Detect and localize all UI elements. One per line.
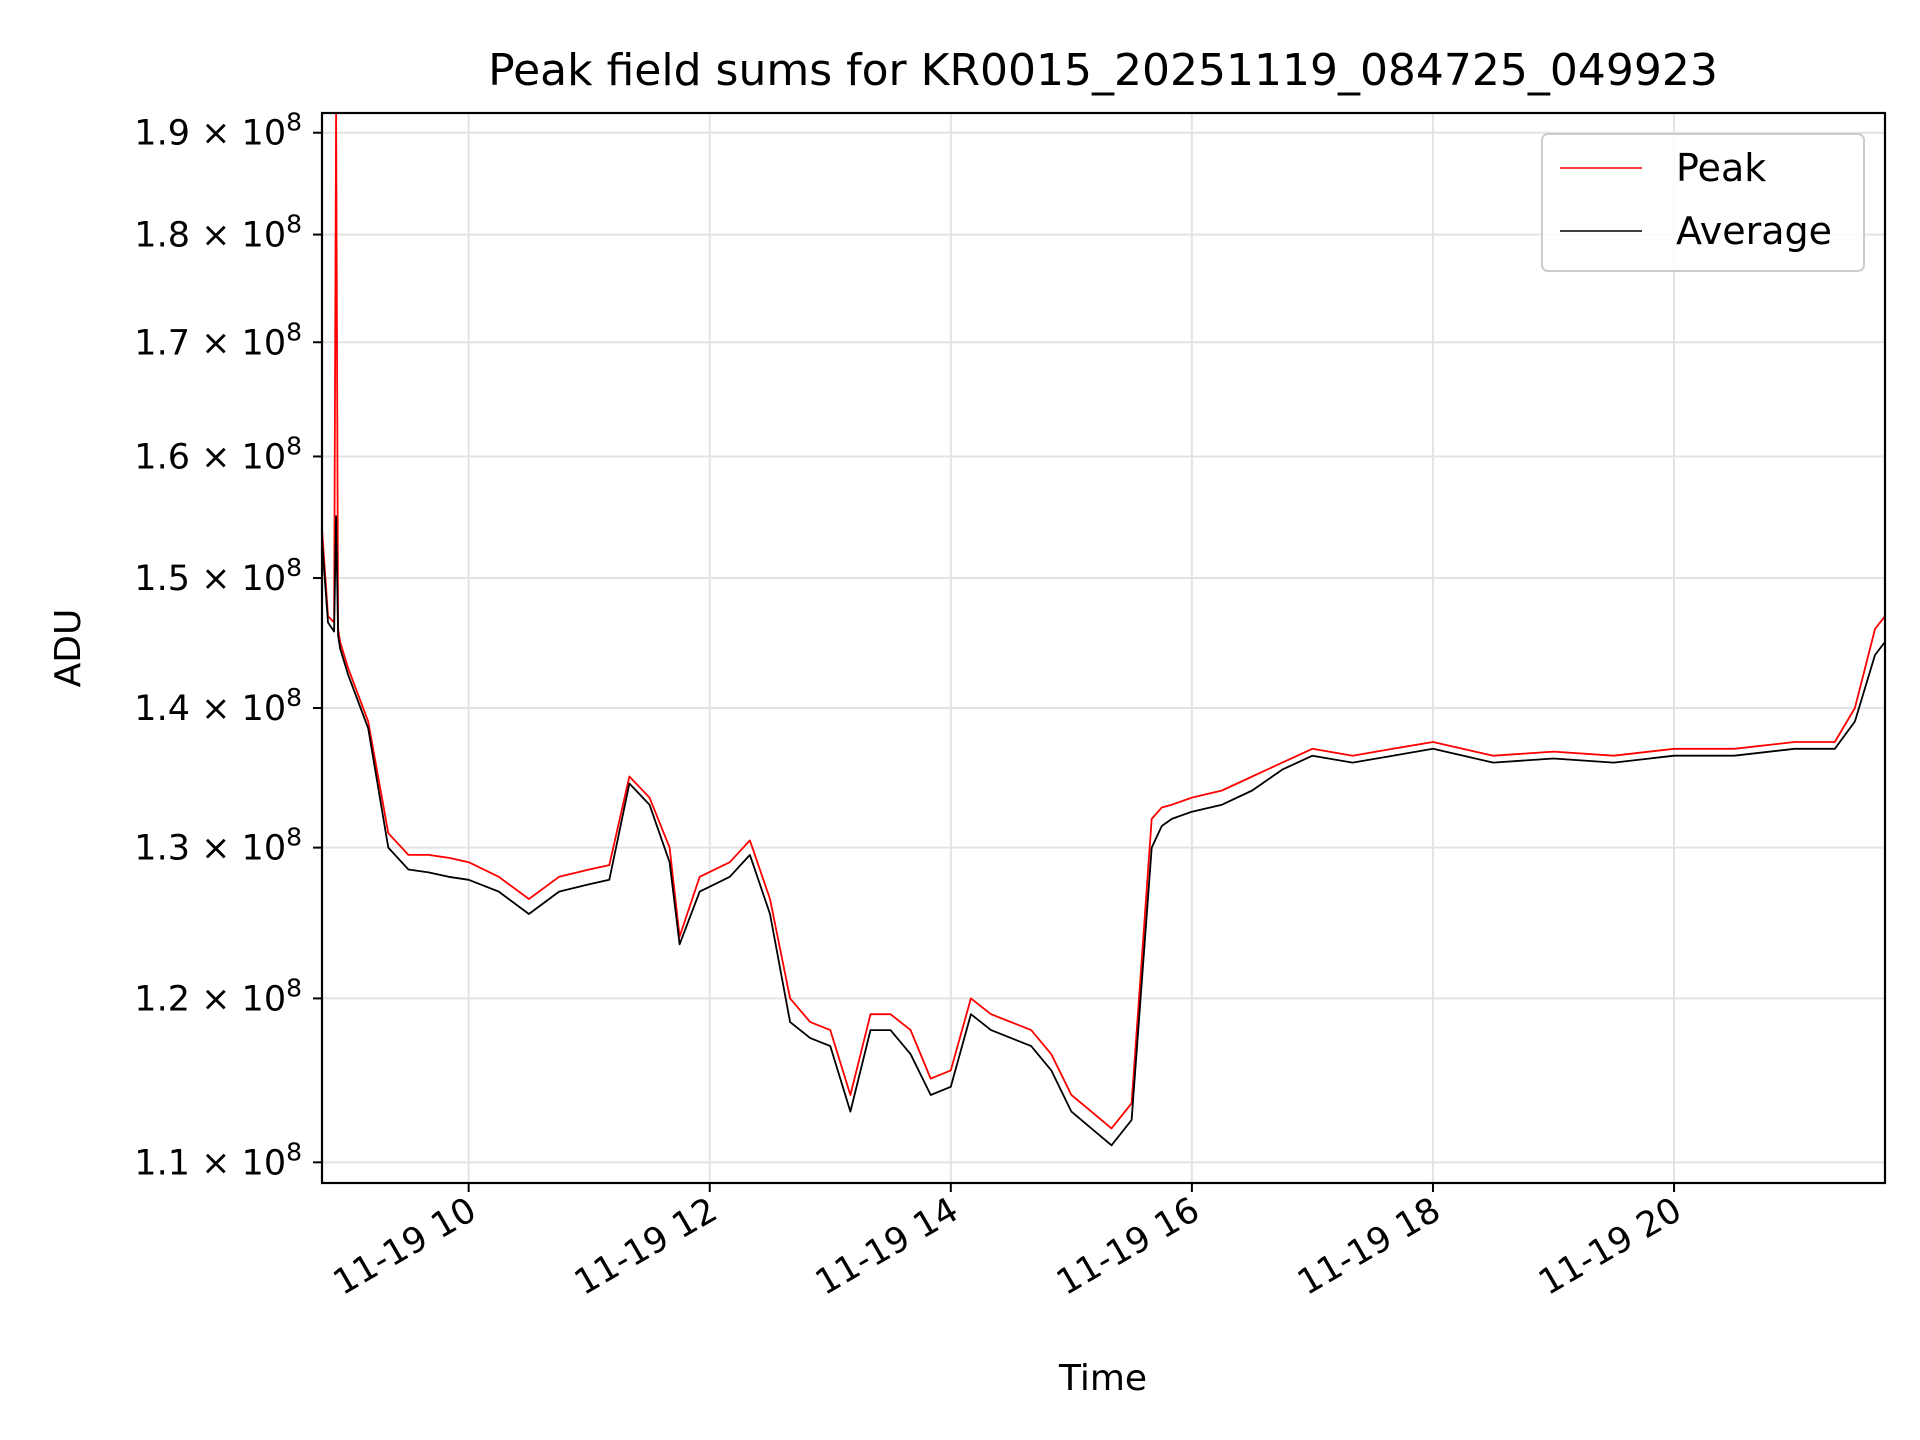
- y-tick-exponent: 8: [286, 108, 302, 137]
- grid: [322, 113, 1885, 1183]
- y-tick-exponent: 8: [286, 553, 302, 582]
- y-tick-times: ×: [190, 323, 242, 363]
- y-tick-times: ×: [190, 114, 242, 154]
- y-tick-base: 10: [242, 979, 287, 1019]
- y-tick-times: ×: [190, 216, 242, 256]
- y-tick-label: 1.4 × 108: [134, 683, 302, 729]
- x-axis-label: Time: [1058, 1358, 1147, 1399]
- y-tick-mantissa: 1.7: [134, 323, 190, 363]
- chart-title: Peak field sums for KR0015_20251119_0847…: [488, 45, 1718, 96]
- y-tick-times: ×: [190, 689, 242, 729]
- series-line-peak: [322, 113, 1885, 1130]
- y-tick-mantissa: 1.1: [134, 1143, 190, 1183]
- y-tick-label: 1.7 × 108: [134, 317, 302, 363]
- y-tick-mantissa: 1.2: [134, 979, 190, 1019]
- y-tick-exponent: 8: [286, 431, 302, 460]
- legend-label-peak: Peak: [1676, 146, 1766, 190]
- y-tick-base: 10: [242, 829, 287, 869]
- y-tick-label: 1.8 × 108: [134, 210, 302, 256]
- y-tick-mantissa: 1.5: [134, 559, 190, 599]
- y-tick-mantissa: 1.4: [134, 689, 190, 729]
- y-tick-times: ×: [190, 979, 242, 1019]
- y-tick-mantissa: 1.9: [134, 114, 190, 154]
- legend: Peak Average: [1541, 133, 1865, 272]
- legend-label-average: Average: [1676, 209, 1832, 253]
- y-tick-exponent: 8: [286, 973, 302, 1002]
- y-tick-mantissa: 1.8: [134, 216, 190, 256]
- y-tick-mantissa: 1.3: [134, 829, 190, 869]
- y-tick-base: 10: [242, 114, 287, 154]
- y-tick-base: 10: [242, 323, 287, 363]
- y-tick-times: ×: [190, 829, 242, 869]
- series-layer: [322, 113, 1885, 1147]
- y-axis-label: ADU: [48, 609, 89, 688]
- y-tick-base: 10: [242, 437, 287, 477]
- y-tick-exponent: 8: [286, 1137, 302, 1166]
- y-tick-mantissa: 1.6: [134, 437, 190, 477]
- y-tick-base: 10: [242, 216, 287, 256]
- y-tick-exponent: 8: [286, 210, 302, 239]
- plot-frame: [320, 111, 1887, 1185]
- y-tick-label: 1.5 × 108: [134, 553, 302, 599]
- y-tick-times: ×: [190, 559, 242, 599]
- y-tick-label: 1.3 × 108: [134, 823, 302, 869]
- series-line-average: [322, 515, 1885, 1147]
- y-tick-times: ×: [190, 1143, 242, 1183]
- y-tick-label: 1.2 × 108: [134, 973, 302, 1019]
- y-tick-base: 10: [242, 1143, 287, 1183]
- y-tick-base: 10: [242, 559, 287, 599]
- y-tick-label: 1.6 × 108: [134, 431, 302, 477]
- y-tick-exponent: 8: [286, 823, 302, 852]
- y-tick-label: 1.1 × 108: [134, 1137, 302, 1183]
- y-tick-label: 1.9 × 108: [134, 108, 302, 154]
- y-tick-exponent: 8: [286, 683, 302, 712]
- y-tick-times: ×: [190, 437, 242, 477]
- y-tick-exponent: 8: [286, 317, 302, 346]
- y-tick-base: 10: [242, 689, 287, 729]
